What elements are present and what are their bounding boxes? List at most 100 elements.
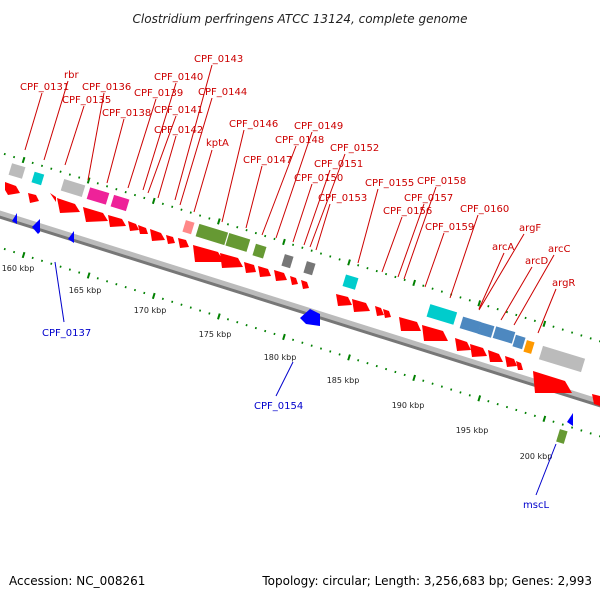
minor-tick bbox=[422, 379, 425, 382]
gene-label[interactable]: CPF_0156 bbox=[383, 206, 432, 217]
minor-tick bbox=[264, 329, 267, 333]
gene-label[interactable]: CPF_0143 bbox=[194, 54, 243, 65]
major-tick bbox=[86, 272, 91, 279]
gene-arrow bbox=[28, 193, 39, 203]
leader-line bbox=[315, 203, 331, 251]
gene-label[interactable]: CPF_0150 bbox=[294, 173, 343, 184]
minor-tick bbox=[301, 246, 304, 249]
gene-label[interactable]: CPF_0140 bbox=[154, 72, 203, 83]
gene-label[interactable]: CPF_0159 bbox=[425, 222, 474, 233]
minor-tick bbox=[171, 205, 174, 208]
minor-tick bbox=[50, 262, 53, 265]
gene-label[interactable]: CPF_0144 bbox=[198, 87, 247, 98]
gene-label[interactable]: argR bbox=[552, 278, 575, 289]
minor-tick bbox=[552, 325, 555, 328]
gene-label[interactable]: arcC bbox=[548, 244, 571, 255]
leader-line bbox=[537, 288, 557, 334]
gene-label[interactable]: kptA bbox=[206, 138, 229, 149]
gene-label[interactable]: CPF_0160 bbox=[460, 204, 509, 215]
minor-tick bbox=[161, 202, 164, 206]
gene-label[interactable]: CPF_0136 bbox=[82, 82, 131, 93]
minor-tick bbox=[143, 196, 146, 200]
major-tick bbox=[412, 374, 416, 382]
kbp-label: 165 kbp bbox=[69, 286, 102, 295]
major-tick bbox=[347, 354, 351, 361]
minor-tick bbox=[459, 296, 462, 299]
minor-tick bbox=[226, 318, 230, 321]
leader-line bbox=[142, 82, 177, 191]
minor-tick bbox=[403, 373, 406, 377]
minor-tick bbox=[319, 252, 323, 255]
gene-arrow bbox=[128, 221, 139, 231]
gene-label[interactable]: CPF_0142 bbox=[154, 125, 203, 136]
kbp-label: 175 kbp bbox=[199, 330, 232, 339]
kbp-scale: 160 kbp 165 kbp 170 kbp 175 kbp 180 kbp 185 k… bbox=[2, 264, 553, 461]
minor-tick bbox=[505, 405, 509, 409]
minor-tick bbox=[115, 188, 118, 191]
gene-label[interactable]: CPF_0137 bbox=[42, 328, 91, 339]
gene-label[interactable]: CPF_0131 bbox=[20, 82, 69, 93]
gene-label[interactable]: CPF_0139 bbox=[134, 88, 183, 99]
gene-label[interactable]: CPF_0152 bbox=[330, 143, 379, 154]
gene-arrow bbox=[533, 371, 572, 393]
gene-box-cyan bbox=[342, 274, 359, 290]
major-tick bbox=[151, 292, 156, 300]
major-tick bbox=[282, 333, 286, 341]
leader-line bbox=[64, 105, 85, 166]
gene-box-salmon bbox=[182, 220, 195, 235]
leader-line bbox=[193, 149, 213, 213]
leader-line bbox=[261, 145, 297, 236]
gene-label[interactable]: CPF_0135 bbox=[62, 95, 111, 106]
kbp-label: 160 kbp bbox=[2, 264, 35, 273]
gene-label[interactable]: CPF_0138 bbox=[102, 108, 151, 119]
major-tick bbox=[21, 156, 26, 164]
leader-line bbox=[127, 98, 157, 189]
gene-label[interactable]: argF bbox=[519, 223, 541, 234]
leader-line bbox=[381, 216, 403, 273]
gene-label[interactable]: CPF_0148 bbox=[275, 135, 324, 146]
minor-tick bbox=[180, 208, 183, 211]
reverse-strand-genes bbox=[12, 213, 573, 444]
leader-line bbox=[397, 203, 425, 278]
leader-line bbox=[478, 233, 525, 311]
gene-label[interactable]: arcA bbox=[492, 242, 515, 253]
minor-tick bbox=[208, 217, 211, 220]
minor-tick bbox=[524, 411, 527, 415]
minor-tick bbox=[394, 275, 397, 279]
minor-tick bbox=[403, 278, 406, 282]
gene-arrow bbox=[274, 270, 287, 281]
minor-tick bbox=[59, 170, 62, 173]
leader-line bbox=[43, 80, 69, 161]
gene-label[interactable]: CPF_0149 bbox=[294, 121, 343, 132]
gene-label[interactable]: CPF_0151 bbox=[314, 159, 363, 170]
leader-line bbox=[275, 361, 294, 397]
minor-tick bbox=[59, 265, 62, 268]
minor-tick bbox=[13, 155, 16, 159]
gene-arrow bbox=[178, 238, 189, 248]
gene-label[interactable]: CPF_0154 bbox=[254, 401, 303, 412]
gene-label[interactable]: CPF_0141 bbox=[154, 105, 203, 116]
gene-label[interactable]: arcD bbox=[525, 256, 549, 267]
minor-tick bbox=[533, 319, 536, 323]
gene-label[interactable]: CPF_0146 bbox=[229, 119, 278, 130]
leader-line bbox=[87, 92, 105, 181]
leader-line bbox=[303, 169, 331, 246]
minor-tick bbox=[292, 243, 295, 246]
minor-tick bbox=[13, 250, 16, 254]
minor-tick bbox=[468, 394, 471, 397]
gene-label[interactable]: rbr bbox=[64, 70, 79, 81]
gene-label[interactable]: CPF_0157 bbox=[404, 193, 453, 204]
minor-tick bbox=[310, 249, 313, 252]
leader-line bbox=[147, 115, 177, 194]
minor-tick bbox=[533, 414, 536, 418]
gene-arrow bbox=[488, 350, 503, 362]
minor-tick bbox=[245, 228, 248, 232]
gene-label[interactable]: CPF_0147 bbox=[243, 155, 292, 166]
minor-tick bbox=[375, 364, 378, 368]
gene-label[interactable]: mscL bbox=[523, 500, 549, 511]
gene-box-olive bbox=[225, 233, 251, 252]
minor-tick bbox=[226, 223, 230, 226]
gene-label[interactable]: CPF_0155 bbox=[365, 178, 414, 189]
gene-label[interactable]: CPF_0153 bbox=[318, 193, 367, 204]
gene-label[interactable]: CPF_0158 bbox=[417, 176, 466, 187]
